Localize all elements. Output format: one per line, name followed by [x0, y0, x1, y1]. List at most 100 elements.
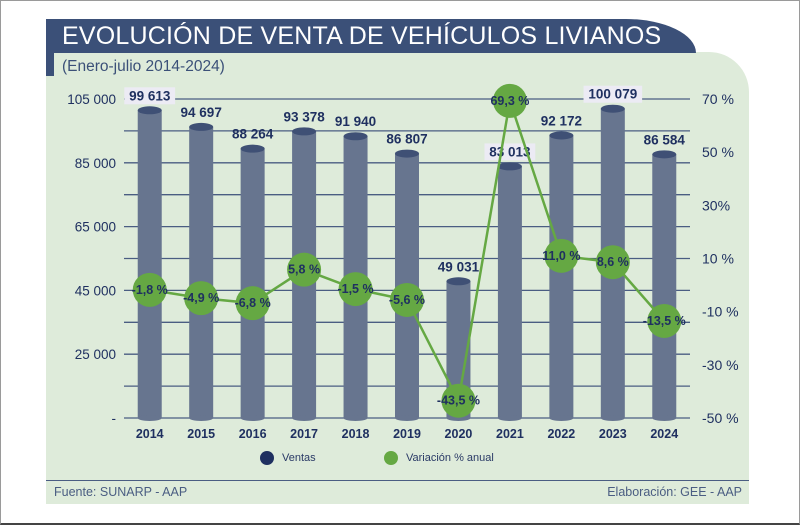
bars	[137, 104, 677, 421]
bar-value-label: 86 584	[644, 132, 686, 147]
bar-base	[600, 415, 625, 421]
bar-value-label: 93 378	[283, 109, 325, 124]
variation-label: 69,3 %	[490, 94, 529, 108]
bar-cap	[497, 162, 522, 171]
variation-marker	[338, 272, 373, 307]
variation-marker	[390, 282, 424, 317]
legend-swatch-variacion	[384, 451, 398, 465]
x-axis-label: 2024	[650, 427, 678, 441]
variation-label: -43,5 %	[437, 394, 480, 408]
bar-value-label: 99 613	[129, 88, 171, 103]
bar	[189, 126, 214, 419]
bar-cap	[240, 144, 265, 153]
chart-title: EVOLUCIÓN DE VENTA DE VEHÍCULOS LIVIANOS	[62, 22, 662, 50]
right-axis-tick: -10 %	[702, 304, 739, 320]
variation-marker	[287, 252, 322, 287]
bar-base	[240, 415, 265, 421]
bar-cap	[395, 149, 419, 158]
bar-cap	[343, 132, 368, 141]
variation-marker	[544, 238, 579, 273]
right-axis-tick: 70 %	[702, 91, 734, 107]
variation-marker	[132, 272, 167, 307]
x-axis-label: 2023	[599, 427, 627, 441]
left-axis-ticks: 105 000 85 000 65 000 45 000 25 000 -	[67, 92, 116, 426]
variation-label: 5,8 %	[288, 263, 320, 277]
bar-label-bg	[484, 143, 536, 161]
bar-value-label: 94 697	[181, 105, 222, 120]
bar-cap	[600, 104, 625, 113]
variation-label: -13,5 %	[643, 314, 686, 328]
bar-base	[497, 415, 522, 421]
x-axis-label: 2019	[393, 427, 421, 441]
x-axis-labels: 2014 2015 2016 2017 2018 2019 2020 2021 2022 2023…	[136, 427, 678, 441]
right-axis-ticks: 70 % 50 % 30% 10 % -10 % -30 % -50 %	[702, 91, 739, 426]
variation-marker	[441, 383, 476, 418]
legend-swatch-ventas	[260, 451, 274, 465]
bar-cap	[292, 127, 317, 136]
left-axis-tick: 25 000	[75, 347, 116, 362]
title-banner-tab	[46, 52, 54, 76]
variation-label: -4,9 %	[183, 291, 219, 305]
legend-item-ventas: Ventas	[260, 451, 316, 465]
right-axis-tick: -50 %	[702, 410, 739, 426]
bar-cap	[137, 106, 162, 115]
title-banner	[46, 19, 696, 53]
bar-value-label: 86 807	[386, 132, 427, 147]
x-axis-label: 2021	[496, 427, 524, 441]
x-axis-label: 2022	[547, 427, 575, 441]
elaboration-note: Elaboración: GEE - AAP	[607, 485, 742, 499]
legend-item-variacion: Variación % anual	[384, 451, 494, 465]
left-axis-tick: 105 000	[67, 92, 116, 107]
right-axis-tick: 30%	[702, 197, 730, 213]
bar	[549, 135, 574, 419]
right-axis-tick: 10 %	[702, 251, 734, 267]
variation-marker	[647, 303, 682, 338]
x-axis-label: 2014	[136, 427, 164, 441]
x-axis-label: 2017	[290, 427, 318, 441]
legend-label-ventas: Ventas	[282, 452, 316, 464]
variation-marker	[492, 83, 527, 118]
variation-marker	[595, 245, 630, 280]
bar-base	[549, 415, 574, 421]
bar	[652, 154, 677, 419]
bar	[240, 148, 265, 419]
x-axis-label: 2016	[239, 427, 267, 441]
bar-base	[395, 415, 419, 421]
left-axis-tick: 85 000	[75, 156, 116, 171]
bar-cap	[189, 122, 214, 131]
bar-base	[137, 415, 162, 421]
legend-label-variacion: Variación % anual	[406, 452, 494, 464]
bar-value-label: 100 079	[588, 87, 637, 102]
bar-base	[652, 415, 677, 421]
bar-value-label: 92 172	[541, 113, 582, 128]
variation-label: -6,8 %	[235, 296, 271, 310]
bar-base	[343, 415, 368, 421]
variation-label: -1,8 %	[132, 283, 168, 297]
variation-marker	[184, 281, 219, 316]
right-axis-tick: -30 %	[702, 357, 739, 373]
left-axis-tick: 65 000	[75, 220, 116, 235]
bar	[137, 110, 162, 419]
bar-base	[189, 415, 214, 421]
variation-label: 11,0 %	[542, 249, 580, 263]
footer-divider	[46, 480, 749, 481]
chart-subtitle: (Enero-julio 2014-2024)	[62, 58, 225, 75]
variation-label: -1,5 %	[337, 282, 373, 296]
bar-cap	[652, 150, 677, 159]
bar-value-label: 49 031	[438, 259, 480, 274]
bar-value-label: 91 940	[335, 114, 376, 129]
bar-label-bg	[583, 85, 643, 103]
variation-line	[132, 83, 682, 418]
source-note: Fuente: SUNARP - AAP	[54, 485, 188, 499]
left-axis-tick: 45 000	[75, 283, 116, 298]
variation-marker	[235, 286, 270, 321]
bar	[497, 166, 522, 418]
bar-value-label: 88 264	[232, 127, 274, 142]
variation-labels: -1,8 % -4,9 % -6,8 % 5,8 % -1,5 % -5,6 % -43,5…	[132, 94, 686, 408]
bar-cap	[446, 277, 471, 286]
bar-label-bg	[124, 87, 176, 105]
variation-label: -5,6 %	[389, 293, 425, 307]
right-axis-tick: 50 %	[702, 144, 734, 160]
x-axis-label: 2015	[187, 427, 215, 441]
x-axis-label: 2020	[445, 427, 473, 441]
